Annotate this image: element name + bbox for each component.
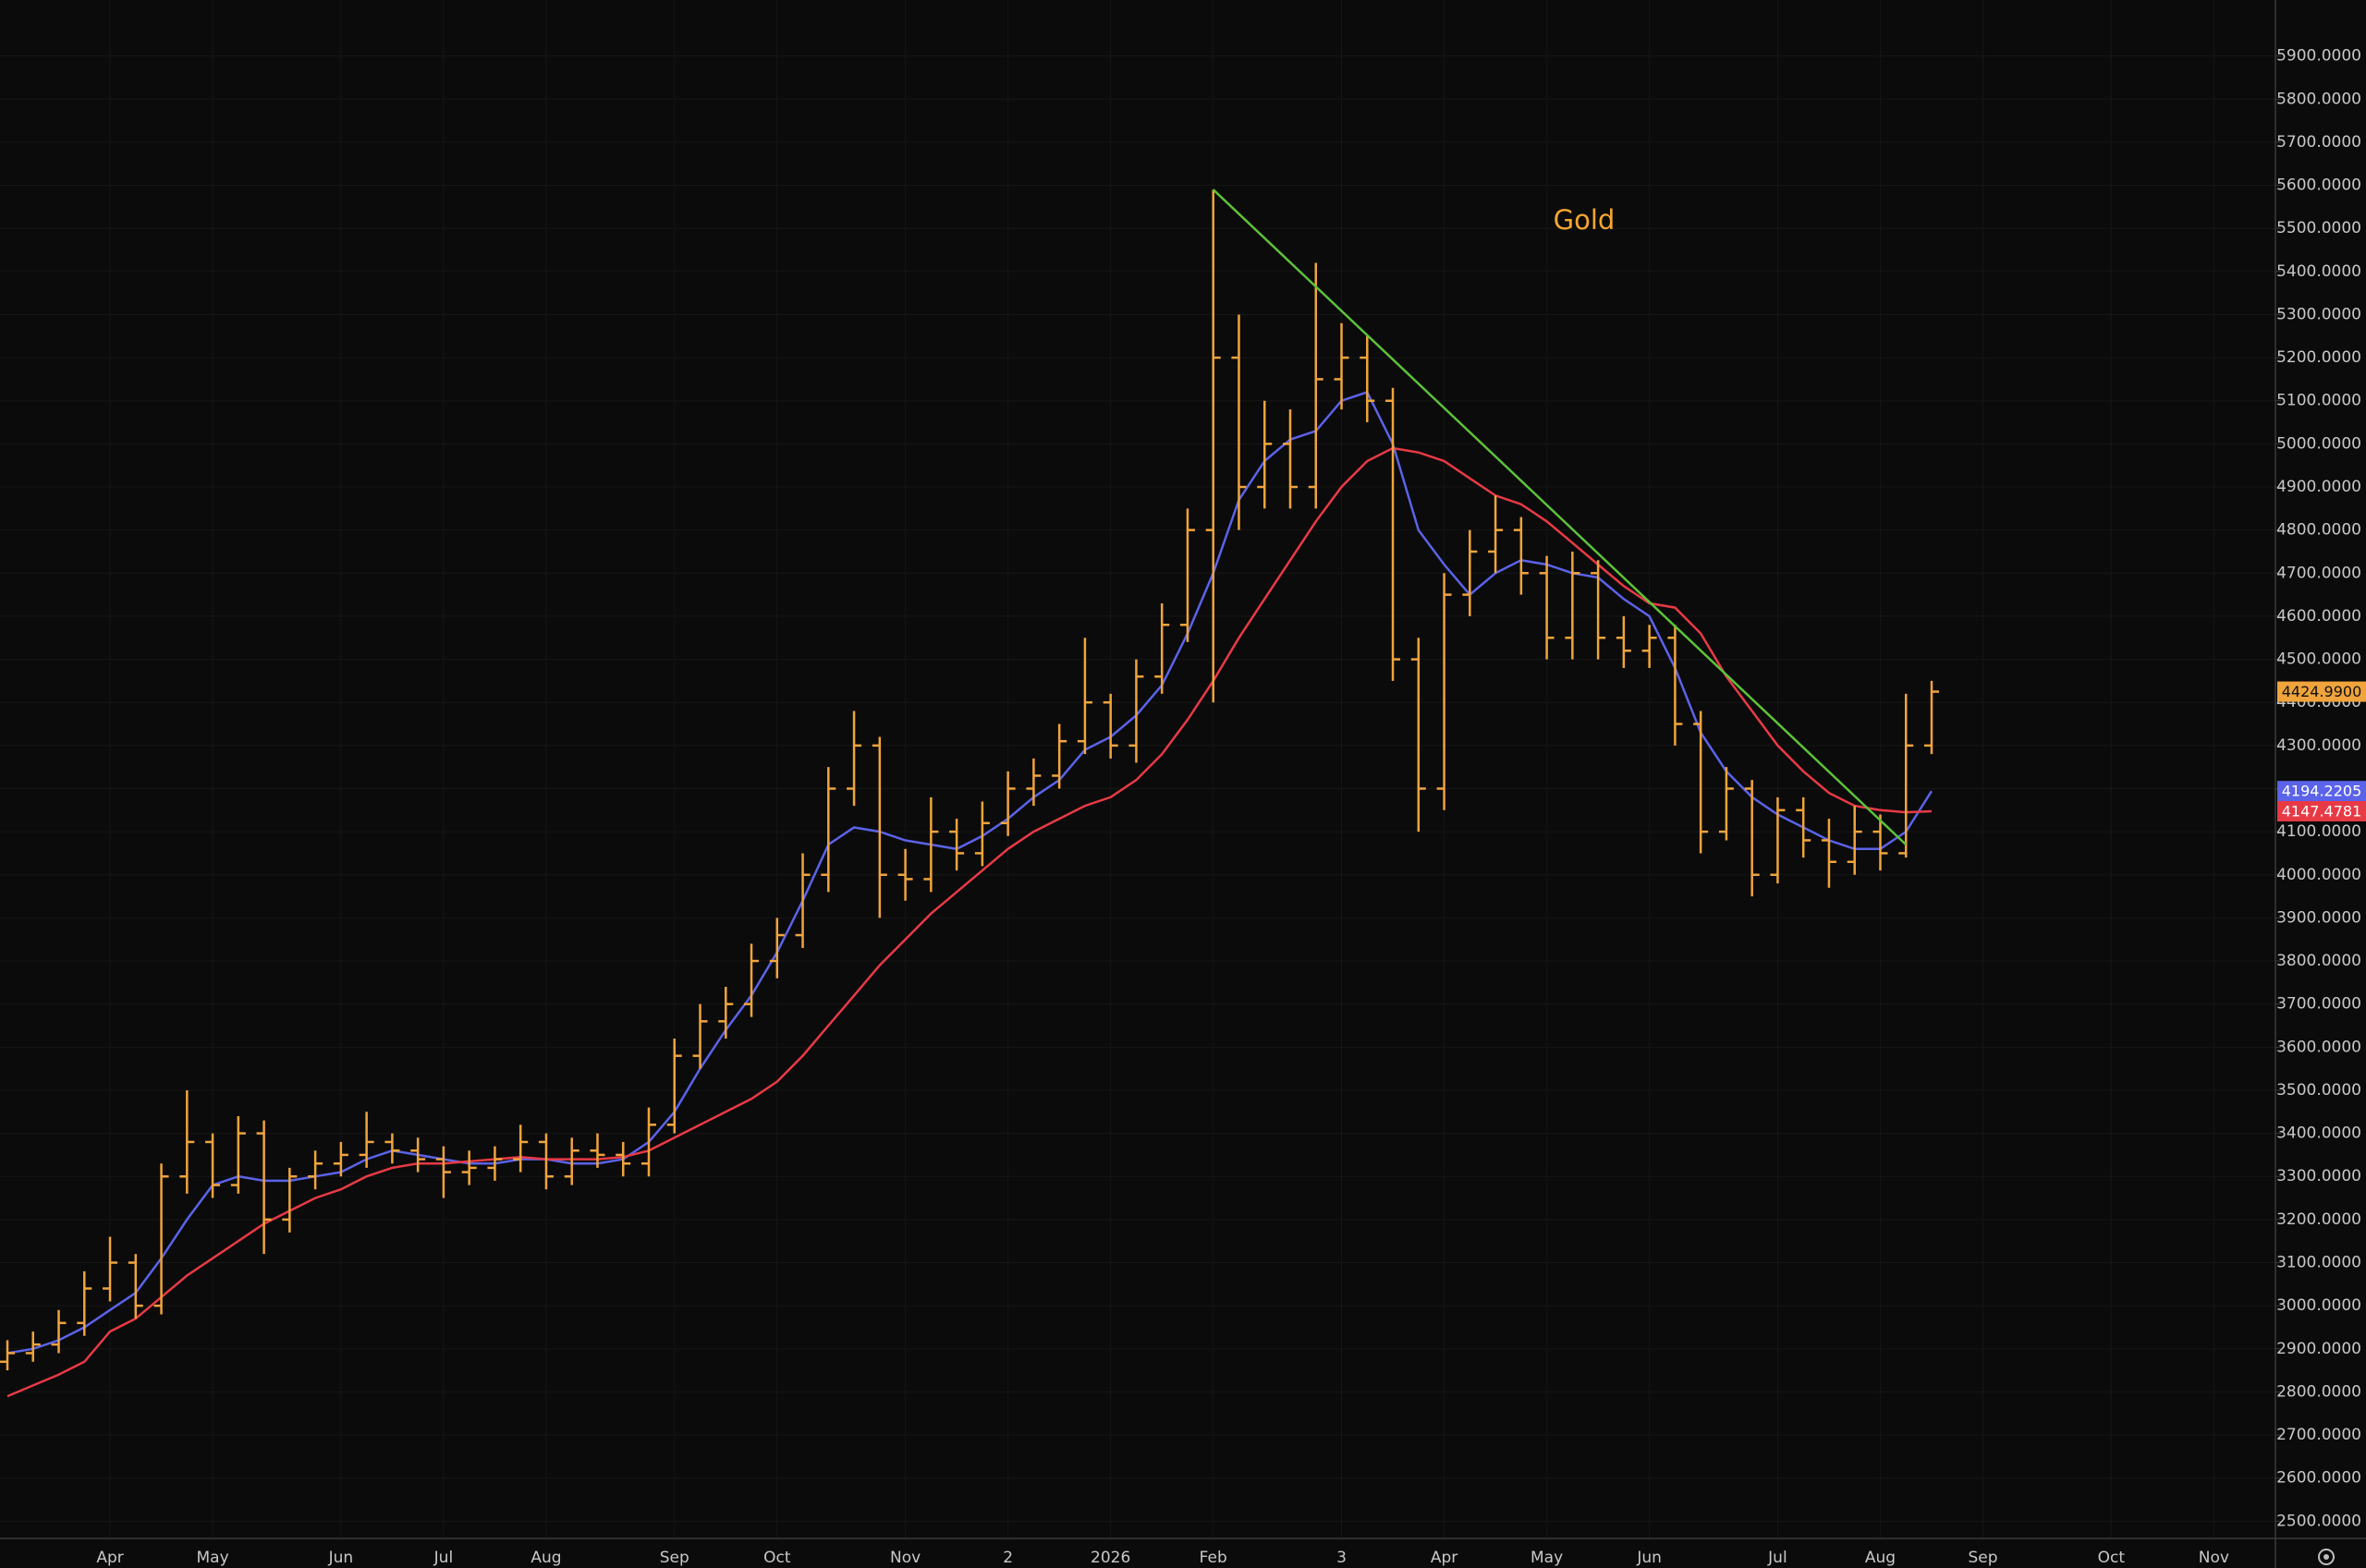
y-tick-label: 3000.0000 — [2276, 1296, 2361, 1315]
last-value-badge — [2277, 800, 2366, 821]
y-tick-label: 5600.0000 — [2276, 176, 2361, 195]
plot-area: Gold — [0, 188, 1939, 1398]
y-tick-label: 4000.0000 — [2276, 866, 2361, 884]
y-tick-label: 4900.0000 — [2276, 478, 2361, 496]
y-tick-label: 4300.0000 — [2276, 736, 2361, 755]
y-tick-label: 3200.0000 — [2276, 1210, 2361, 1229]
x-tick-label: Oct — [763, 1549, 791, 1567]
last-value-label: 4147.4781 — [2282, 802, 2362, 820]
axes: 2500.0000 2600.0000 2700.0000 2800.0000 2900… — [96, 47, 2366, 1567]
last-value-badge — [2277, 781, 2366, 802]
y-tick-label: 5800.0000 — [2276, 90, 2361, 108]
y-tick-label: 3300.0000 — [2276, 1167, 2361, 1185]
grid — [0, 0, 2275, 1538]
y-tick-label: 2900.0000 — [2276, 1340, 2361, 1358]
x-tick-label: Jun — [328, 1549, 354, 1567]
x-tick-label: Apr — [96, 1549, 123, 1567]
trendline — [1212, 188, 1908, 846]
moving-average-line — [6, 390, 1933, 1355]
y-tick-label: 2800.0000 — [2276, 1382, 2361, 1401]
x-tick-label: Nov — [2199, 1549, 2229, 1567]
y-tick-label: 5700.0000 — [2276, 133, 2361, 152]
last-value-label: 4424.9900 — [2282, 683, 2362, 700]
x-tick-label: 2026 — [1091, 1549, 1130, 1567]
y-tick-label: 3700.0000 — [2276, 995, 2361, 1014]
y-tick-label: 4500.0000 — [2276, 650, 2361, 669]
y-tick-label: 4100.0000 — [2276, 822, 2361, 841]
y-tick-label: 4600.0000 — [2276, 607, 2361, 626]
x-tick-label: Nov — [890, 1549, 921, 1567]
x-tick-label: May — [1531, 1549, 1563, 1567]
y-tick-label: 3600.0000 — [2276, 1038, 2361, 1056]
x-tick-label: May — [197, 1549, 229, 1567]
y-tick-label: 3100.0000 — [2276, 1254, 2361, 1272]
settings-button[interactable] — [2318, 1549, 2335, 1565]
x-tick-label: 2 — [1003, 1549, 1013, 1567]
y-tick-label: 5100.0000 — [2276, 392, 2361, 410]
y-tick-label: 3900.0000 — [2276, 908, 2361, 927]
x-tick-label: Sep — [1968, 1549, 1997, 1567]
x-tick-label: Jul — [1767, 1549, 1787, 1567]
y-tick-label: 2600.0000 — [2276, 1469, 2361, 1488]
y-tick-label: 4800.0000 — [2276, 521, 2361, 540]
y-tick-label: 2700.0000 — [2276, 1426, 2361, 1444]
x-tick-label: Oct — [2098, 1549, 2126, 1567]
y-tick-label: 2500.0000 — [2276, 1512, 2361, 1530]
y-tick-label: 5400.0000 — [2276, 262, 2361, 281]
y-tick-label: 5300.0000 — [2276, 305, 2361, 323]
y-tick-label: 5200.0000 — [2276, 348, 2361, 367]
y-tick-label: 5500.0000 — [2276, 219, 2361, 237]
x-tick-label: Aug — [531, 1549, 561, 1567]
y-tick-label: 3400.0000 — [2276, 1124, 2361, 1143]
settings-icon-center[interactable] — [2323, 1554, 2329, 1560]
y-tick-label: 5900.0000 — [2276, 47, 2361, 66]
y-tick-label: 3500.0000 — [2276, 1081, 2361, 1100]
x-tick-label: Apr — [1431, 1549, 1457, 1567]
x-tick-label: Sep — [660, 1549, 689, 1567]
x-tick-label: Jul — [433, 1549, 454, 1567]
y-tick-label: 5000.0000 — [2276, 434, 2361, 453]
annotation: Gold — [1554, 204, 1616, 236]
moving-average-line — [6, 446, 1933, 1398]
x-tick-label: Jun — [1636, 1549, 1662, 1567]
settings-icon[interactable] — [2318, 1549, 2335, 1565]
x-tick-label: Feb — [1200, 1549, 1227, 1567]
x-tick-label: 3 — [1336, 1549, 1347, 1567]
x-tick-label: Aug — [1865, 1549, 1896, 1567]
y-tick-label: 3800.0000 — [2276, 952, 2361, 970]
last-value-label: 4194.2205 — [2282, 783, 2362, 800]
y-tick-label: 4700.0000 — [2276, 564, 2361, 582]
last-value-badge — [2277, 681, 2366, 702]
